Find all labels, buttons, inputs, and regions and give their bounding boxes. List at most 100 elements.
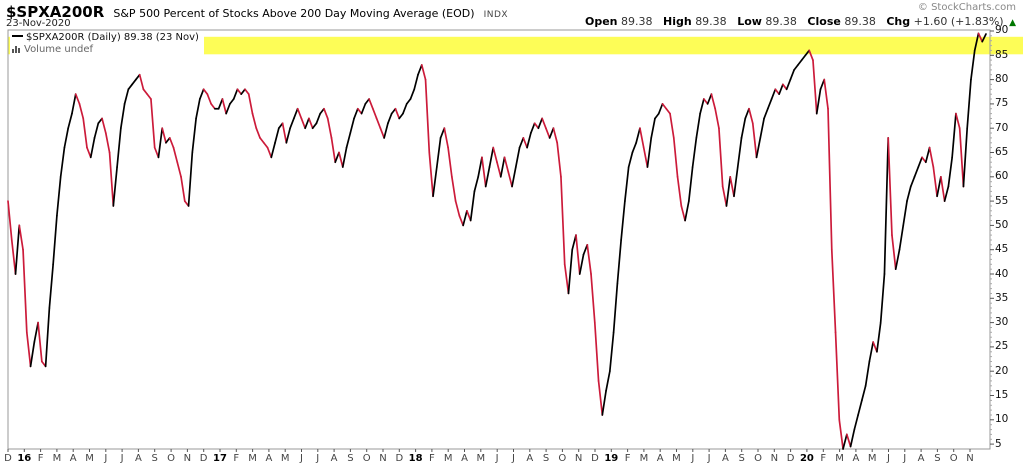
x-axis-label: M bbox=[476, 453, 486, 464]
close-value: 89.38 bbox=[844, 15, 876, 28]
x-axis-label: A bbox=[656, 453, 664, 464]
x-axis-label: 18 bbox=[408, 453, 423, 464]
volume-bars-icon bbox=[12, 44, 21, 57]
x-axis-label: O bbox=[949, 453, 958, 464]
y-axis-label: 80 bbox=[995, 73, 1009, 86]
x-axis-label: D bbox=[395, 453, 404, 464]
x-axis-label: A bbox=[461, 453, 468, 464]
y-axis-label: 70 bbox=[995, 121, 1009, 134]
x-axis-label: O bbox=[558, 453, 567, 464]
legend-volume-row: Volume undef bbox=[12, 44, 199, 57]
x-axis-label: J bbox=[104, 453, 108, 464]
y-axis-label: 35 bbox=[995, 291, 1009, 304]
x-axis-label: N bbox=[183, 453, 192, 464]
low-value: 89.38 bbox=[765, 15, 797, 28]
open-value: 89.38 bbox=[621, 15, 653, 28]
change-value: +1.60 (+1.83%) bbox=[913, 15, 1004, 28]
x-axis-label: F bbox=[624, 453, 631, 464]
index-description: S&P 500 Percent of Stocks Above 200 Day … bbox=[113, 7, 475, 20]
x-axis-label: M bbox=[85, 453, 94, 464]
line-swatch-icon bbox=[12, 35, 23, 37]
x-axis-label: A bbox=[526, 453, 534, 464]
x-axis-label: 19 bbox=[604, 453, 619, 464]
x-axis-label: A bbox=[917, 453, 925, 464]
y-axis-label: 90 bbox=[995, 24, 1009, 37]
y-axis-label: 45 bbox=[995, 243, 1009, 256]
x-axis-label: 17 bbox=[212, 453, 227, 464]
y-axis-label: 50 bbox=[995, 218, 1009, 231]
low-label: Low bbox=[737, 15, 762, 28]
x-axis-label: N bbox=[574, 453, 583, 464]
y-axis-label: 5 bbox=[995, 437, 1002, 450]
x-axis-label: M bbox=[835, 453, 844, 464]
change-label: Chg bbox=[886, 15, 911, 28]
y-axis-label: 85 bbox=[995, 48, 1009, 61]
stockcharts-copyright-link[interactable]: © StockCharts.com bbox=[917, 2, 1016, 13]
x-axis-label: S bbox=[738, 453, 745, 464]
x-axis-label: D bbox=[199, 453, 208, 464]
x-axis-label: M bbox=[248, 453, 257, 464]
x-axis-label: J bbox=[903, 453, 907, 464]
y-axis-label: 30 bbox=[995, 316, 1009, 329]
x-axis-label: A bbox=[135, 453, 142, 464]
x-axis-label: A bbox=[330, 453, 338, 464]
high-value: 89.38 bbox=[695, 15, 727, 28]
ticker-symbol: $SPXA200R bbox=[6, 3, 105, 21]
x-axis-label: F bbox=[233, 453, 240, 464]
x-axis-label: N bbox=[379, 453, 387, 464]
x-axis-label: F bbox=[429, 453, 435, 464]
high-label: High bbox=[663, 15, 692, 28]
plot-legend: $SPXA200R (Daily) 89.38 (23 Nov) Volume … bbox=[10, 31, 204, 59]
y-axis-label: 40 bbox=[995, 267, 1009, 280]
x-axis-label: S bbox=[347, 453, 354, 464]
y-axis-label: 65 bbox=[995, 145, 1009, 158]
x-axis-label: J bbox=[120, 453, 124, 464]
legend-series-row: $SPXA200R (Daily) 89.38 (23 Nov) bbox=[12, 32, 199, 44]
x-axis-label: M bbox=[52, 453, 62, 464]
up-arrow-icon: ▲ bbox=[1009, 18, 1016, 28]
legend-volume-label: Volume undef bbox=[24, 44, 94, 55]
x-axis-label: F bbox=[37, 453, 44, 464]
x-axis-label: D bbox=[4, 453, 12, 464]
open-label: Open bbox=[584, 15, 618, 28]
y-axis-label: 25 bbox=[995, 340, 1009, 353]
x-axis-label: M bbox=[280, 453, 290, 464]
x-axis-label: A bbox=[265, 453, 273, 464]
chart-date: 23-Nov-2020 bbox=[6, 18, 71, 29]
x-axis-label: J bbox=[511, 453, 515, 464]
x-axis-label: O bbox=[362, 453, 371, 464]
highlight-band bbox=[8, 36, 1023, 55]
x-axis-label: A bbox=[852, 453, 860, 464]
x-axis-label: A bbox=[722, 453, 729, 464]
chart-title: $SPXA200R S&P 500 Percent of Stocks Abov… bbox=[6, 2, 508, 21]
x-axis-label: O bbox=[167, 453, 175, 464]
x-axis-label: M bbox=[672, 453, 681, 464]
x-axis-label: N bbox=[966, 453, 974, 464]
x-axis-label: J bbox=[316, 453, 320, 464]
x-axis-label: J bbox=[707, 453, 711, 464]
y-axis-label: 55 bbox=[995, 194, 1009, 207]
y-axis-label: 75 bbox=[995, 97, 1009, 110]
x-axis-label: F bbox=[820, 453, 827, 464]
x-axis-label: J bbox=[495, 453, 499, 464]
x-axis-label: J bbox=[886, 453, 890, 464]
x-axis-label: D bbox=[786, 453, 795, 464]
x-axis-label: M bbox=[639, 453, 649, 464]
x-axis-label: M bbox=[867, 453, 877, 464]
ohlc-quote-row: Open 89.38 High 89.38 Low 89.38 Close 89… bbox=[578, 15, 1016, 28]
y-axis-label: 60 bbox=[995, 170, 1009, 183]
x-axis-label: S bbox=[542, 453, 550, 464]
legend-series-label: $SPXA200R (Daily) 89.38 (23 Nov) bbox=[26, 32, 199, 43]
x-axis-label: J bbox=[691, 453, 695, 464]
exchange-label: INDX bbox=[483, 10, 509, 20]
y-axis-label: 20 bbox=[995, 364, 1009, 377]
x-axis-label: 20 bbox=[799, 453, 814, 464]
x-axis-label: O bbox=[754, 453, 762, 464]
y-axis-label: 10 bbox=[995, 413, 1009, 426]
x-axis-label: S bbox=[151, 453, 158, 464]
x-axis-label: 16 bbox=[17, 453, 32, 464]
x-axis-label: A bbox=[69, 453, 77, 464]
x-axis-label: S bbox=[934, 453, 941, 464]
